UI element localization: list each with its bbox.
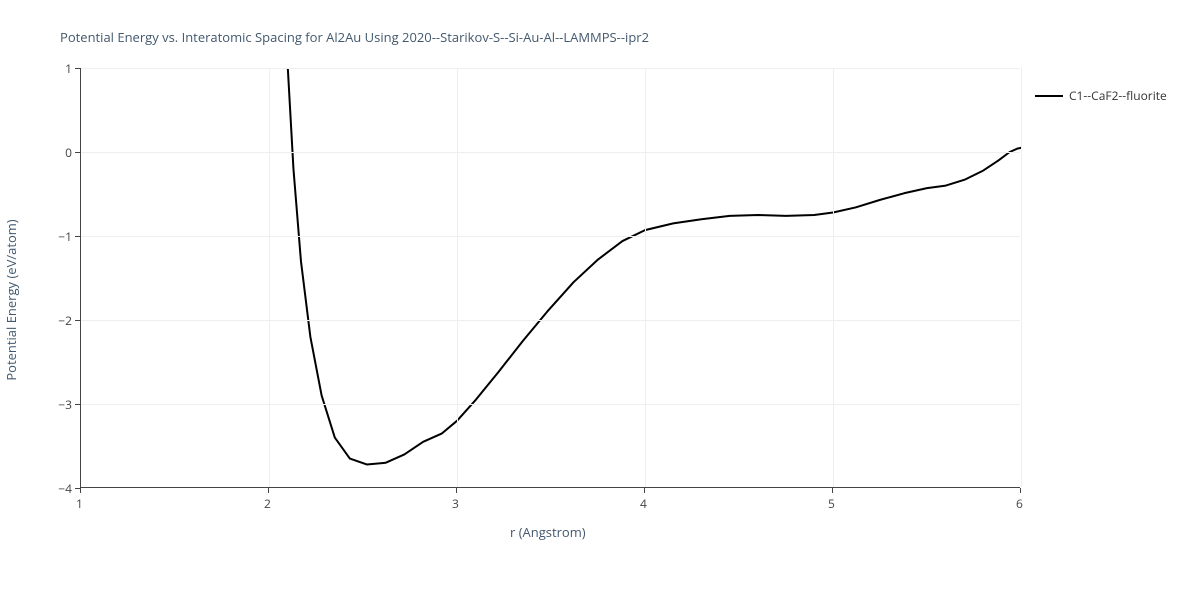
series-line — [275, 0, 1021, 464]
y-tick-label: 1 — [65, 60, 72, 77]
grid-h — [81, 404, 1020, 405]
y-axis-label: Potential Energy (eV/atom) — [2, 219, 20, 380]
x-tick-label: 4 — [640, 495, 647, 512]
x-tick-label: 3 — [452, 495, 459, 512]
y-tick-label: −1 — [58, 228, 72, 245]
y-tick-label: −3 — [58, 396, 72, 413]
plot-area — [80, 68, 1020, 488]
x-tick-label: 5 — [828, 495, 835, 512]
y-tick — [75, 68, 80, 69]
line-series — [81, 68, 1021, 488]
y-tick-label: −2 — [58, 312, 72, 329]
x-tick-label: 2 — [264, 495, 271, 512]
y-tick-label: −4 — [58, 480, 72, 497]
y-tick — [75, 152, 80, 153]
chart-title: Potential Energy vs. Interatomic Spacing… — [60, 28, 649, 46]
x-axis-label: r (Angstrom) — [510, 523, 586, 541]
x-tick-label: 6 — [1016, 495, 1023, 512]
x-tick — [456, 488, 457, 493]
y-tick-label: 0 — [65, 144, 72, 161]
x-tick — [268, 488, 269, 493]
grid-v — [457, 68, 458, 487]
legend: C1--CaF2--fluorite — [1035, 87, 1167, 104]
grid-h — [81, 68, 1020, 69]
x-tick — [1020, 488, 1021, 493]
x-tick — [80, 488, 81, 493]
grid-v — [833, 68, 834, 487]
grid-h — [81, 320, 1020, 321]
grid-h — [81, 152, 1020, 153]
legend-swatch — [1035, 95, 1063, 97]
y-tick — [75, 236, 80, 237]
legend-text: C1--CaF2--fluorite — [1069, 87, 1167, 104]
y-tick — [75, 404, 80, 405]
grid-v — [269, 68, 270, 487]
grid-v — [645, 68, 646, 487]
x-tick — [644, 488, 645, 493]
x-tick-label: 1 — [76, 495, 83, 512]
y-tick — [75, 320, 80, 321]
y-tick — [75, 488, 80, 489]
x-tick — [832, 488, 833, 493]
grid-v — [1021, 68, 1022, 487]
grid-h — [81, 236, 1020, 237]
